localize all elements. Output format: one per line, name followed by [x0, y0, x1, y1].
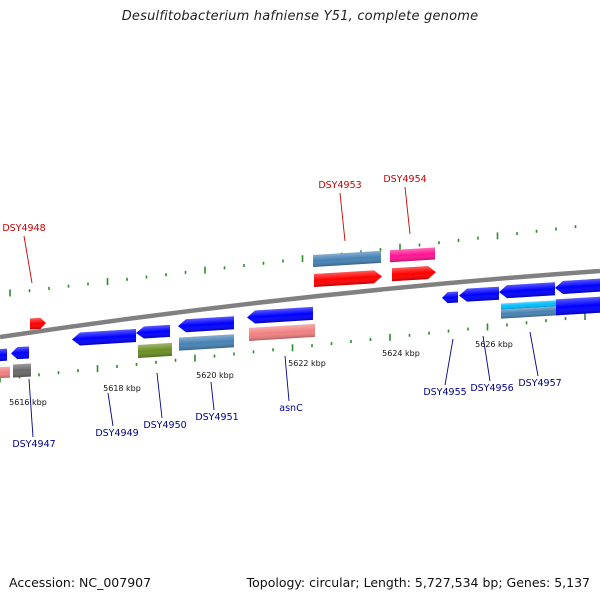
reverse-gene-edge-lower [0, 366, 10, 379]
leader-line-dsy4947 [28, 378, 34, 438]
genome-backbone [0, 268, 600, 340]
gene-features [0, 247, 600, 379]
forward-gene-a [30, 317, 46, 330]
scale-label: 5618 kbp [103, 384, 141, 393]
gene-label-dsy4954: DSY4954 [383, 174, 426, 185]
tick-marks [0, 225, 586, 383]
gene-label-dsy4948: DSY4948 [2, 223, 45, 234]
reverse-gene-dsy4957-upper [499, 282, 555, 299]
gene-label-dsy4956: DSY4956 [470, 383, 513, 394]
reverse-gene-dsy4949 [72, 329, 136, 346]
forward-gene-dsy4953 [314, 270, 382, 288]
reverse-gene-dsy4951 [179, 334, 234, 351]
forward-gene-dsy4954 [392, 266, 436, 282]
scale-label: 5624 kbp [382, 349, 420, 358]
leader-line-dsy4953 [339, 192, 346, 242]
reverse-gene-asnc-upper [247, 306, 313, 324]
gene-label-asnc: asnC [279, 403, 303, 414]
scale-label: 5622 kbp [288, 359, 326, 368]
label-leader-lines [23, 186, 539, 438]
leader-line-dsy4951 [210, 381, 215, 411]
leader-line-dsy4950 [156, 372, 163, 419]
leader-line-dsy4949 [107, 392, 114, 427]
gene-label-dsy4957: DSY4957 [518, 378, 561, 389]
reverse-gene-end-upper [555, 278, 600, 294]
scale-labels: 5616 kbp 5618 kbp 5620 kbp 5622 kbp 5624 kbp… [9, 340, 513, 407]
scale-label: 5620 kbp [196, 371, 234, 380]
forward-gene-dsy4953-upper [313, 250, 381, 268]
reverse-gene-dsy4957 [501, 300, 557, 310]
reverse-gene-dsy4951-upper [178, 316, 234, 333]
scale-label: 5626 kbp [475, 340, 513, 349]
forward-gene-dsy4954-upper [390, 247, 435, 263]
leader-line-dsy4956 [482, 335, 491, 382]
gene-label-dsy4950: DSY4950 [143, 420, 186, 431]
reverse-gene-end [556, 296, 600, 316]
leader-line-dsy4948 [23, 235, 33, 284]
leader-line-dsy4957 [529, 331, 539, 377]
gene-label-dsy4953: DSY4953 [318, 180, 361, 191]
reverse-gene-dsy4955 [442, 291, 458, 304]
gene-label-dsy4949: DSY4949 [95, 428, 138, 439]
reverse-gene-asnc [249, 323, 315, 341]
leader-line-dsy4955 [444, 338, 454, 386]
gene-label-dsy4955: DSY4955 [423, 387, 466, 398]
reverse-gene-dsy4957-lower [501, 306, 557, 319]
reverse-gene-dsy4947-upper [11, 346, 29, 360]
leader-line-dsy4954 [404, 186, 411, 235]
gene-labels: DSY4948 DSY4953 DSY4954 DSY4947 DSY4949 DSY49… [2, 174, 561, 450]
reverse-gene-edge [0, 348, 7, 362]
leader-line-asnc [284, 355, 290, 402]
gene-label-dsy4947: DSY4947 [12, 439, 55, 450]
genome-title: Desulfitobacterium hafniense Y51, comple… [121, 9, 479, 24]
reverse-gene-dsy4947 [13, 363, 31, 378]
reverse-gene-dsy4956 [459, 286, 499, 302]
accession-text: Accession: NC_007907 [9, 575, 152, 590]
genome-summary-text: Topology: circular; Length: 5,727,534 bp… [246, 575, 590, 590]
gene-label-dsy4951: DSY4951 [195, 412, 238, 423]
reverse-gene-dsy4950-upper [136, 324, 170, 339]
reverse-gene-dsy4950 [138, 342, 172, 359]
scale-label: 5616 kbp [9, 398, 47, 407]
